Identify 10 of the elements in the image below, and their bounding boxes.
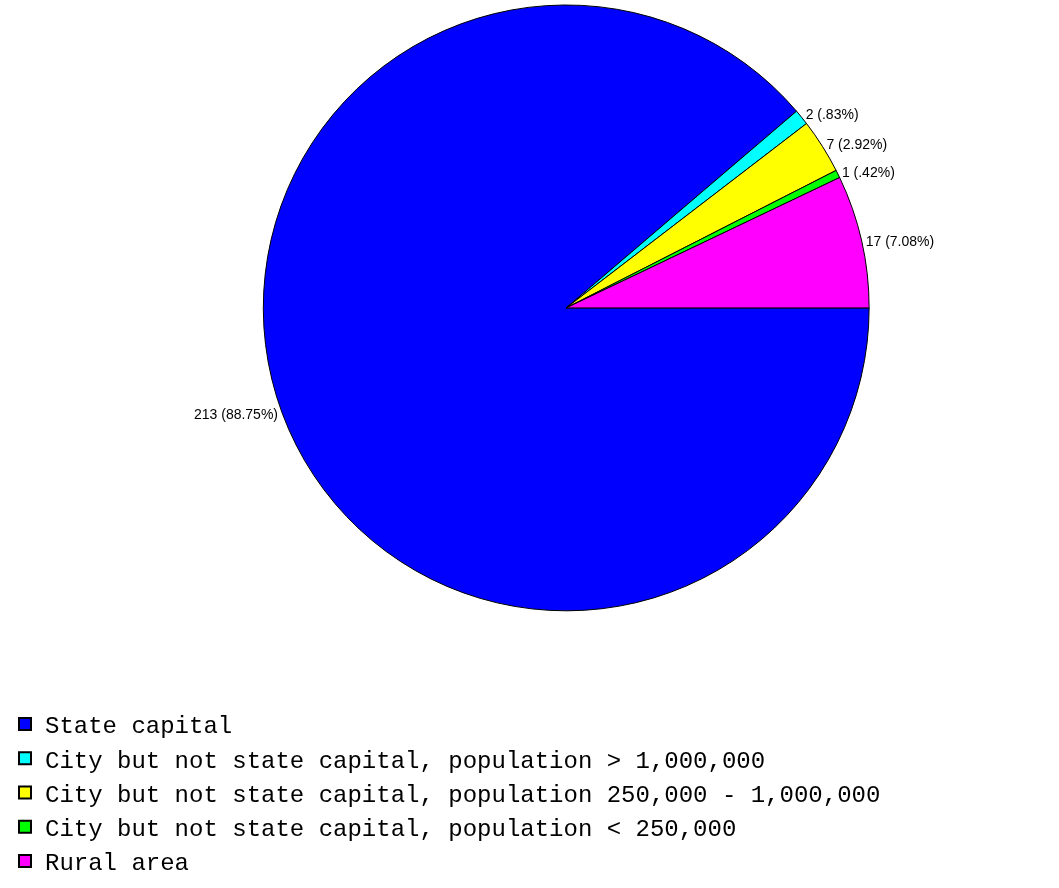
data-label: 213 (88.75%)	[193, 405, 279, 422]
data-label: 1 (.42%)	[841, 164, 895, 181]
legend-label: Rural area	[45, 850, 190, 878]
data-label: 2 (.83%)	[805, 106, 859, 123]
legend-label: City but not state capital, population < 250,000	[45, 816, 737, 844]
legend-label: State capital	[45, 713, 233, 741]
data-label: 7 (2.92%)	[826, 135, 888, 152]
legend-label: City but not state capital, population > 1,000,000	[45, 747, 766, 775]
legend-label: City but not state capital, population 250,000 - 1,000,000	[45, 781, 881, 809]
data-label: 17 (7.08%)	[865, 232, 935, 249]
